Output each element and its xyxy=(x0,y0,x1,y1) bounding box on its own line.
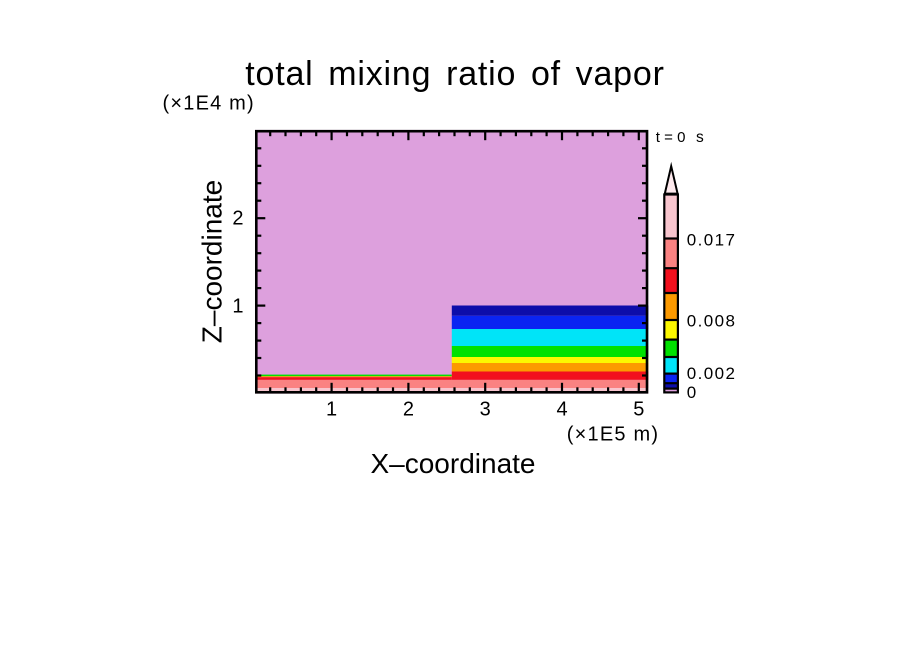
svg-text:2: 2 xyxy=(232,208,243,230)
svg-text:0.002: 0.002 xyxy=(687,364,737,383)
svg-text:(×1E4 m): (×1E4 m) xyxy=(163,93,255,115)
svg-text:5: 5 xyxy=(633,398,644,420)
svg-text:(×1E5 m): (×1E5 m) xyxy=(567,424,659,446)
svg-text:Z–coordinate: Z–coordinate xyxy=(197,180,228,343)
svg-text:3: 3 xyxy=(480,398,491,420)
svg-text:1: 1 xyxy=(232,296,243,318)
svg-text:0.017: 0.017 xyxy=(687,230,737,249)
svg-text:t=0: t=0 xyxy=(656,129,690,146)
svg-text:0.008: 0.008 xyxy=(687,311,737,330)
svg-text:0: 0 xyxy=(687,383,696,402)
svg-text:2: 2 xyxy=(403,398,414,420)
svg-text:4: 4 xyxy=(556,398,567,420)
svg-text:s: s xyxy=(696,129,704,146)
svg-text:total mixing ratio of vapor: total mixing ratio of vapor xyxy=(245,55,664,93)
svg-text:X–coordinate: X–coordinate xyxy=(370,448,535,479)
svg-text:1: 1 xyxy=(326,398,337,420)
